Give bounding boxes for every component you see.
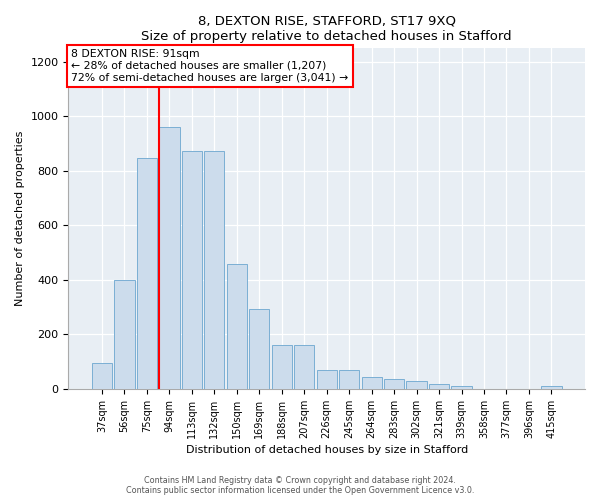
Bar — [339, 370, 359, 389]
Bar — [249, 308, 269, 389]
Bar — [115, 280, 134, 389]
Bar — [317, 370, 337, 389]
Bar — [429, 384, 449, 389]
Bar — [272, 346, 292, 389]
Bar — [294, 346, 314, 389]
Bar — [384, 380, 404, 389]
Bar — [362, 376, 382, 389]
Text: Contains HM Land Registry data © Crown copyright and database right 2024.
Contai: Contains HM Land Registry data © Crown c… — [126, 476, 474, 495]
Text: 8 DEXTON RISE: 91sqm
← 28% of detached houses are smaller (1,207)
72% of semi-de: 8 DEXTON RISE: 91sqm ← 28% of detached h… — [71, 50, 348, 82]
Title: 8, DEXTON RISE, STAFFORD, ST17 9XQ
Size of property relative to detached houses : 8, DEXTON RISE, STAFFORD, ST17 9XQ Size … — [142, 15, 512, 43]
Bar — [406, 382, 427, 389]
Bar — [451, 386, 472, 389]
Y-axis label: Number of detached properties: Number of detached properties — [15, 131, 25, 306]
Bar — [204, 150, 224, 389]
Bar — [182, 150, 202, 389]
X-axis label: Distribution of detached houses by size in Stafford: Distribution of detached houses by size … — [185, 445, 468, 455]
Bar — [541, 386, 562, 389]
Bar — [92, 363, 112, 389]
Bar — [159, 128, 179, 389]
Bar — [137, 158, 157, 389]
Bar — [227, 264, 247, 389]
